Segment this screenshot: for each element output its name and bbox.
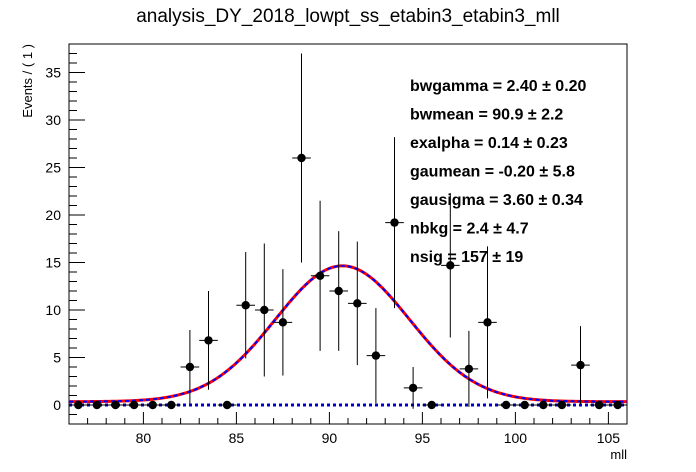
data-point <box>74 400 83 410</box>
data-point <box>315 271 325 280</box>
y-tick-label: 15 <box>45 255 61 271</box>
plot-frame <box>68 43 628 425</box>
data-point <box>408 383 418 393</box>
fit-param-label: gausigma = 3.60 ± 0.34 <box>410 192 583 209</box>
y-tick-label: 25 <box>45 160 61 176</box>
data-point <box>501 400 511 410</box>
fit-param-label: bwgamma = 2.40 ± 0.20 <box>410 78 587 95</box>
x-tick-label: 100 <box>504 430 528 446</box>
y-tick-label: 10 <box>45 302 61 318</box>
data-point <box>557 400 567 410</box>
data-point <box>576 360 585 370</box>
chart-title: analysis_DY_2018_lowpt_ss_etabin3_etabin… <box>136 6 560 27</box>
y-tick-label: 20 <box>45 207 61 223</box>
data-point <box>446 261 455 270</box>
data-point <box>520 400 529 410</box>
fit-param-label: nbkg = 2.4 ± 4.7 <box>410 221 529 238</box>
y-tick-label: 35 <box>45 65 61 81</box>
data-point <box>260 305 269 315</box>
y-axis-label: Events / ( 1 ) <box>20 44 35 118</box>
total-fit-curve <box>69 264 627 404</box>
data-point <box>241 301 250 310</box>
data-point <box>111 400 120 410</box>
data-point <box>204 336 213 345</box>
data-point <box>427 400 436 410</box>
data-point <box>371 351 381 360</box>
data-point <box>594 400 604 410</box>
x-tick-label: 95 <box>415 430 431 446</box>
data-point <box>334 286 343 296</box>
fit-param-label: nsig = 157 ± 19 <box>410 249 523 266</box>
data-point <box>129 400 139 410</box>
data-point <box>613 400 622 410</box>
data-point <box>222 400 232 410</box>
data-point <box>390 218 399 227</box>
data-point <box>539 400 548 410</box>
data-point <box>353 299 362 308</box>
data-point <box>185 362 195 372</box>
x-tick-label: 80 <box>136 430 152 446</box>
data-point <box>297 153 306 163</box>
y-tick-label: 0 <box>53 397 61 413</box>
fit-param-label: gaumean = -0.20 ± 5.8 <box>410 164 575 181</box>
data-point <box>278 318 288 327</box>
x-tick-label: 85 <box>229 430 245 446</box>
x-axis-label: mll <box>610 447 627 462</box>
data-point <box>167 400 176 410</box>
fit-param-label: exalpha = 0.14 ± 0.23 <box>410 135 568 152</box>
x-tick-label: 90 <box>322 430 338 446</box>
data-point <box>464 364 474 374</box>
data-point <box>483 318 492 327</box>
data-point <box>92 400 102 410</box>
signal-fit-curve <box>69 264 627 403</box>
y-tick-label: 5 <box>53 350 61 366</box>
x-tick-label: 105 <box>597 430 621 446</box>
data-point <box>148 400 157 410</box>
y-tick-label: 30 <box>45 112 61 128</box>
fit-param-label: bwmean = 90.9 ± 2.2 <box>410 107 563 124</box>
